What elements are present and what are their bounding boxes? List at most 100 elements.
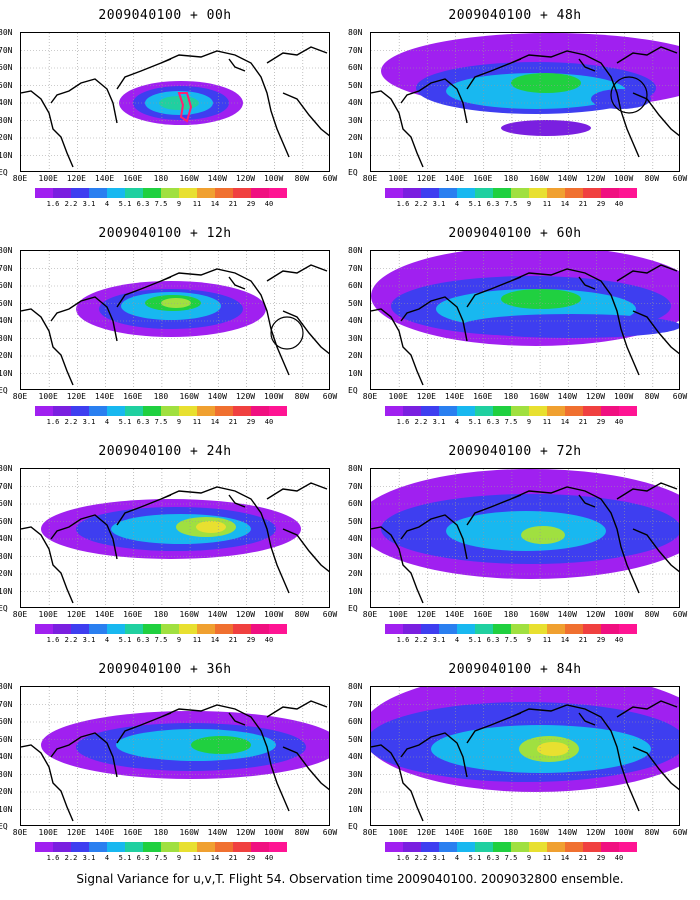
latitude-label: 10N	[348, 804, 363, 814]
colorbar-swatch	[161, 188, 179, 198]
latitude-label: 80N	[0, 682, 13, 691]
colorbar-swatch	[475, 842, 493, 852]
longitude-label: 100W	[263, 174, 284, 183]
colorbar-label: 3.1	[432, 854, 446, 862]
figure-caption: Signal Variance for u,v,T. Flight 54. Ob…	[76, 872, 624, 886]
colorbar-label: 3.1	[432, 418, 446, 426]
longitude-label: 80W	[644, 828, 660, 837]
latitude-label: 70N	[0, 481, 13, 491]
colorbar-swatch	[403, 406, 421, 416]
colorbar-swatch	[511, 188, 529, 198]
latitude-label: EQ	[348, 386, 358, 395]
colorbar-swatch	[529, 406, 547, 416]
colorbar-label: 11	[192, 200, 202, 208]
colorbar-label: 14	[210, 200, 220, 208]
colorbar-swatch	[89, 624, 107, 634]
colorbar-label: 2.2	[414, 854, 428, 862]
longitude-label: 140E	[94, 828, 115, 837]
longitude-label: 100W	[613, 610, 634, 619]
colorbar-label: 2.2	[64, 636, 78, 644]
colorbar-label: 9	[176, 854, 182, 862]
colorbar-swatch	[601, 842, 619, 852]
longitude-label: 60W	[672, 392, 688, 401]
longitude-label: 160W	[529, 610, 549, 619]
longitude-label: 60W	[322, 828, 338, 837]
latitude-label: 20N	[0, 351, 13, 360]
colorbar-swatch	[439, 406, 457, 416]
latitude-label: 60N	[348, 717, 363, 726]
colorbar-swatch	[233, 188, 251, 198]
longitude-label: 120W	[235, 828, 256, 837]
colorbar-swatch	[619, 624, 637, 634]
latitude-label: 20N	[0, 133, 13, 142]
colorbar-swatch	[143, 188, 161, 198]
longitude-label: 140W	[557, 828, 577, 837]
colorbar-swatch	[197, 188, 215, 198]
latitude-label: 10N	[348, 368, 363, 378]
map-area	[20, 32, 330, 172]
colorbar-label: 40	[264, 200, 274, 208]
colorbar-swatch	[547, 842, 565, 852]
colorbar-label: 29	[596, 418, 606, 426]
longitude-label: 160E	[473, 392, 493, 401]
colorbar-swatch	[125, 406, 143, 416]
latitude-label: 70N	[0, 45, 13, 55]
colorbar-label: 7.5	[154, 854, 168, 862]
latitude-label: 10N	[0, 150, 13, 160]
longitude-label: 140W	[207, 392, 227, 401]
latitude-label: EQ	[348, 168, 358, 177]
longitude-label: 100E	[38, 828, 58, 837]
longitude-label: 80W	[644, 174, 660, 183]
longitude-label: 160E	[473, 828, 493, 837]
colorbar-label: 7.5	[154, 200, 168, 208]
colorbar-swatch	[475, 188, 493, 198]
colorbar-label: 4	[104, 854, 110, 862]
longitude-label: 160W	[179, 392, 199, 401]
latitude-label: 70N	[348, 481, 363, 491]
longitude-label: 180	[153, 174, 169, 183]
colorbar-swatch	[601, 188, 619, 198]
colorbar-swatch	[547, 188, 565, 198]
colorbar-label: 1.6	[396, 418, 410, 426]
colorbar	[35, 842, 287, 852]
colorbar-label: 4	[454, 200, 460, 208]
colorbar-label: 1.6	[46, 854, 60, 862]
latitude-label: 10N	[0, 804, 13, 814]
longitude-label: 160E	[123, 174, 143, 183]
colorbar	[35, 624, 287, 634]
latitude-label: 10N	[0, 586, 13, 596]
colorbar-label: 3.1	[432, 636, 446, 644]
colorbar	[35, 188, 287, 198]
longitude-label: 120E	[416, 610, 436, 619]
longitude-label: 140W	[207, 610, 227, 619]
colorbar-label: 29	[596, 854, 606, 862]
latitude-label: 40N	[0, 316, 13, 325]
longitude-label: 80W	[644, 610, 660, 619]
longitude-label: 80E	[12, 392, 28, 401]
colorbar-swatch	[161, 624, 179, 634]
colorbar-swatch	[601, 406, 619, 416]
latitude-label: 30N	[0, 769, 13, 779]
colorbar-label: 6.3	[486, 854, 500, 862]
colorbar-swatch	[143, 406, 161, 416]
longitude-label: 100W	[263, 828, 284, 837]
longitude-label: 100E	[388, 392, 408, 401]
colorbar-label: 29	[596, 636, 606, 644]
longitude-label: 120W	[585, 610, 606, 619]
latitude-label: 80N	[0, 28, 13, 37]
latitude-label: 40N	[0, 534, 13, 543]
colorbar-label: 21	[578, 200, 588, 208]
colorbar-label: 14	[210, 854, 220, 862]
colorbar-swatch	[547, 406, 565, 416]
latitude-label: 50N	[348, 734, 363, 744]
latitude-label: 30N	[0, 333, 13, 343]
colorbar-swatch	[179, 188, 197, 198]
colorbar-label: 11	[542, 418, 552, 426]
colorbar-label: 40	[614, 200, 624, 208]
longitude-label: 160W	[529, 828, 549, 837]
latitude-label: 40N	[348, 752, 363, 761]
colorbar-label: 3.1	[432, 200, 446, 208]
colorbar-swatch	[547, 624, 565, 634]
colorbar-swatch	[583, 842, 601, 852]
longitude-label: 80W	[644, 392, 660, 401]
